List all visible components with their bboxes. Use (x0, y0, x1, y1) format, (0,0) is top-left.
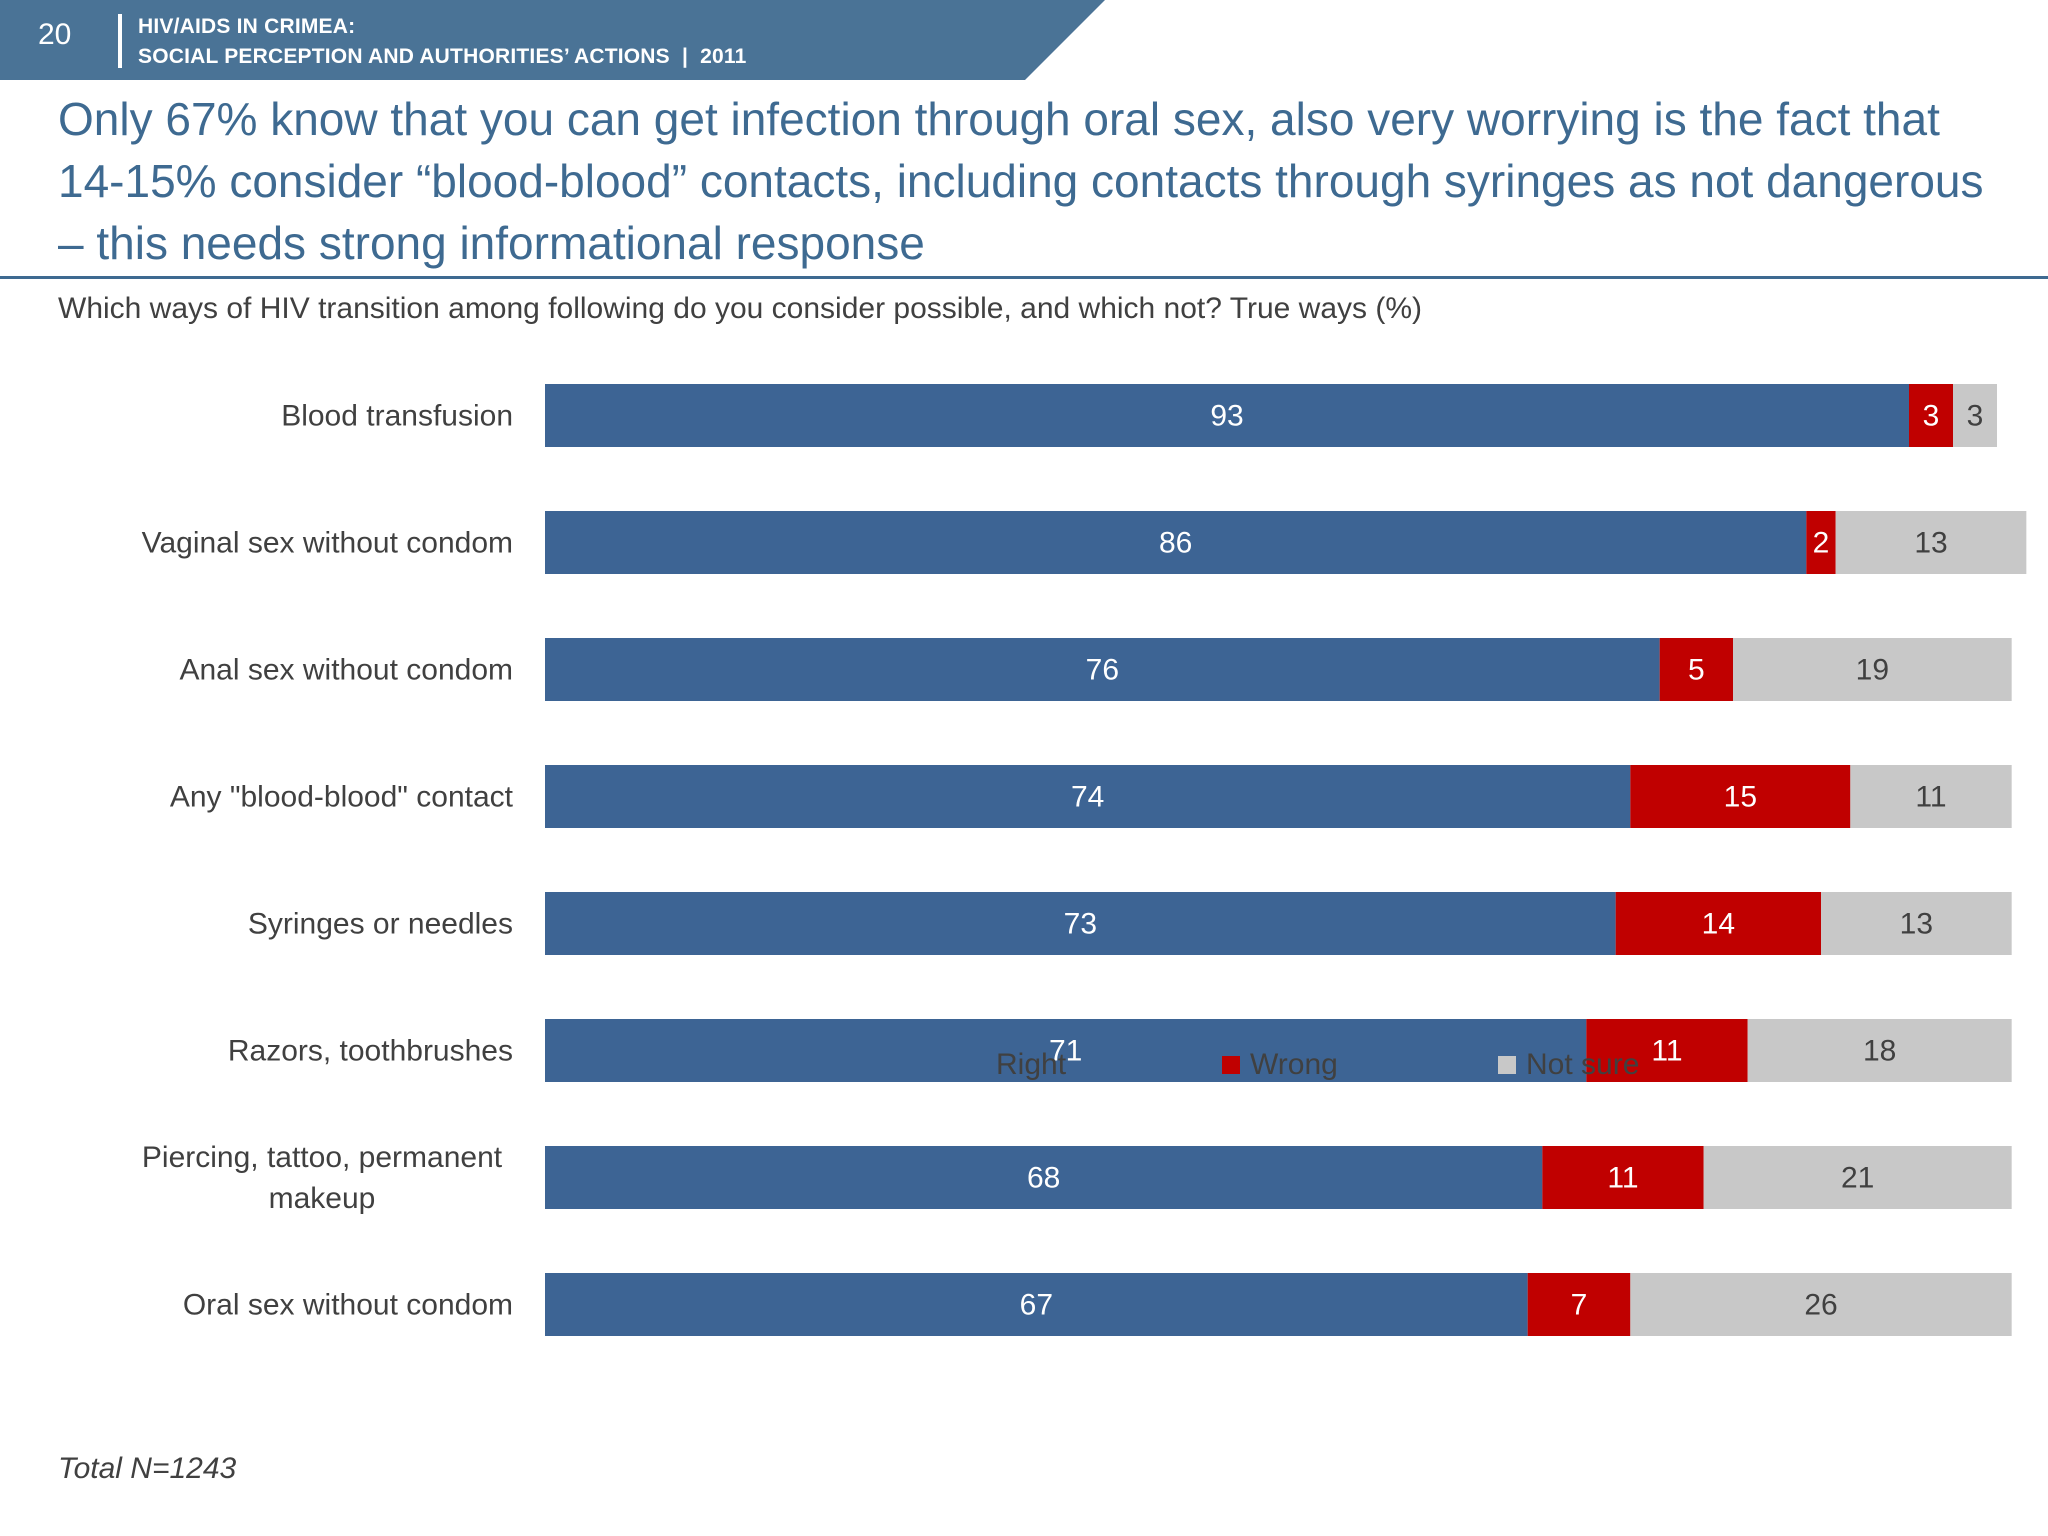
data-label: 15 (1724, 781, 1757, 814)
bar-not-sure (1703, 1146, 2012, 1209)
data-label: 26 (1804, 1289, 1837, 1322)
data-label: 68 (1027, 1162, 1060, 1195)
bar-right (545, 765, 1631, 828)
stacked-bar-chart: Blood transfusion 93 3 3 Vaginal sex without… (142, 384, 2027, 1336)
bar-not-sure (1850, 765, 2012, 828)
data-label: 3 (1967, 400, 1984, 433)
report-title-line1: HIV/AIDS IN CRIMEA: (138, 15, 356, 38)
header-band: 20 HIV/AIDS IN CRIMEA: SOCIAL PERCEPTION… (0, 0, 2048, 80)
bar-wrong (1527, 1273, 1631, 1336)
bar-right (545, 1146, 1543, 1209)
legend-label: Not sure (1526, 1048, 1639, 1081)
data-label: 18 (1863, 1035, 1896, 1068)
data-label: 19 (1856, 654, 1889, 687)
sample-size-note: Total N=1243 (58, 1452, 237, 1485)
data-label: 74 (1071, 781, 1104, 814)
data-label: 73 (1064, 908, 1097, 941)
bar-not-sure (1953, 384, 1997, 447)
category-label: Oral sex without condom (183, 1289, 513, 1322)
data-label: 21 (1841, 1162, 1874, 1195)
bar-not-sure (1747, 1019, 2012, 1082)
bar-wrong (1909, 384, 1953, 447)
category-label: makeup (269, 1182, 376, 1215)
bar-not-sure (1630, 1273, 2012, 1336)
legend-swatch-right (968, 1056, 986, 1074)
category-label: Vaginal sex without condom (142, 527, 513, 560)
bar-right (545, 638, 1660, 701)
data-label: 86 (1159, 527, 1192, 560)
legend-label: Wrong (1250, 1048, 1338, 1081)
bar-right (545, 384, 1909, 447)
data-label: 14 (1702, 908, 1735, 941)
category-label: Razors, toothbrushes (228, 1035, 513, 1068)
data-label: 13 (1914, 527, 1947, 560)
data-label: 5 (1688, 654, 1705, 687)
bar-not-sure (1733, 638, 2012, 701)
data-label: 3 (1923, 400, 1940, 433)
data-label: 13 (1900, 908, 1933, 941)
bar-right (545, 892, 1616, 955)
header-divider (118, 14, 122, 68)
bar-wrong (1806, 511, 1836, 574)
data-label: 71 (1049, 1035, 1082, 1068)
bar-wrong (1586, 1019, 1748, 1082)
data-label: 2 (1813, 527, 1830, 560)
report-title: HIV/AIDS IN CRIMEA: SOCIAL PERCEPTION AN… (138, 12, 746, 72)
bar-wrong (1630, 765, 1851, 828)
legend-label: Right (996, 1048, 1067, 1081)
category-label: Syringes or needles (248, 908, 513, 941)
bar-wrong (1659, 638, 1733, 701)
header-banner-shape (0, 0, 1105, 80)
bar-not-sure (1835, 511, 2027, 574)
chart-title: Which ways of HIV transition among follo… (58, 292, 1422, 325)
data-label: 7 (1571, 1289, 1588, 1322)
page-number: 20 (38, 18, 72, 51)
report-title-line2: SOCIAL PERCEPTION AND AUTHORITIES’ ACTIO… (138, 45, 747, 68)
data-label: 11 (1915, 781, 1946, 814)
data-label: 11 (1607, 1162, 1638, 1195)
category-label: Piercing, tattoo, permanent (142, 1141, 503, 1174)
title-rule (0, 276, 2048, 279)
slide-headline: Only 67% know that you can get infection… (58, 93, 1984, 269)
bar-right (545, 1273, 1528, 1336)
bar-wrong (1615, 892, 1821, 955)
data-label: 76 (1086, 654, 1119, 687)
legend-swatch-not-sure (1498, 1056, 1516, 1074)
legend-swatch-wrong (1222, 1056, 1240, 1074)
data-label: 11 (1651, 1035, 1682, 1068)
bar-right (545, 1019, 1587, 1082)
category-label: Blood transfusion (281, 400, 513, 433)
category-label: Anal sex without condom (179, 654, 513, 687)
bar-right (545, 511, 1807, 574)
data-label: 93 (1210, 400, 1243, 433)
bar-not-sure (1821, 892, 2012, 955)
bar-wrong (1542, 1146, 1704, 1209)
data-label: 67 (1020, 1289, 1053, 1322)
category-label: Any "blood-blood" contact (170, 781, 514, 814)
